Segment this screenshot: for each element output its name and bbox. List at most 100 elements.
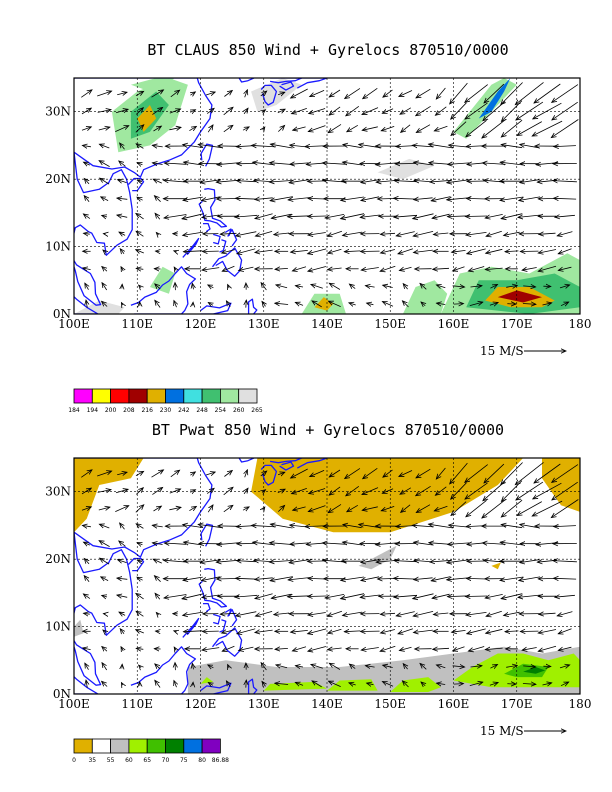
wind-vector — [429, 524, 454, 529]
x-tick-label: 110E — [121, 697, 153, 711]
wind-vector — [295, 682, 304, 685]
coastline-segment — [295, 458, 328, 469]
wind-vector — [115, 489, 128, 494]
wind-vector — [174, 647, 176, 650]
wind-vector — [554, 578, 577, 579]
wind-vector — [312, 681, 322, 688]
wind-vector — [434, 125, 448, 131]
wind-vector — [465, 596, 488, 597]
wind-vector — [466, 198, 487, 199]
wind-vector — [255, 630, 273, 632]
wind-vector — [398, 628, 414, 634]
wind-vector — [485, 594, 503, 598]
wind-vector — [308, 125, 326, 132]
wind-vector — [558, 647, 572, 650]
coastline-segment — [74, 675, 99, 694]
wind-vector — [432, 593, 450, 598]
wind-vector — [482, 498, 507, 518]
wind-vector — [430, 560, 452, 562]
wind-vector — [328, 628, 342, 633]
wind-vector — [205, 92, 215, 95]
wind-vector — [99, 144, 110, 149]
wind-vector — [278, 506, 284, 512]
wind-vector — [153, 126, 162, 132]
wind-vector — [98, 127, 110, 130]
wind-vector — [99, 541, 110, 547]
wind-vector — [226, 301, 230, 308]
wind-vector — [236, 611, 257, 616]
wind-vector — [242, 507, 249, 510]
wind-vector — [242, 127, 249, 130]
wind-vector — [309, 108, 326, 114]
wind-vector — [275, 303, 289, 304]
wind-vector — [103, 630, 106, 633]
wind-vector — [538, 578, 557, 579]
wind-vector — [552, 464, 579, 483]
wind-vector — [416, 504, 431, 513]
wind-vector — [174, 301, 177, 308]
wind-vector — [522, 268, 537, 271]
wind-vector — [341, 593, 365, 599]
wind-vector — [486, 248, 503, 253]
wind-vector — [154, 196, 161, 202]
wind-vector — [291, 88, 308, 98]
wind-vector — [346, 485, 360, 496]
wind-vector — [135, 471, 144, 477]
shaded-region — [523, 667, 546, 674]
wind-vector — [120, 143, 125, 150]
wind-vector — [292, 108, 307, 113]
wind-vector — [291, 468, 308, 478]
coastline-segment — [247, 298, 258, 314]
wind-vector — [153, 559, 162, 563]
wind-vector — [206, 488, 214, 494]
wind-vector — [519, 196, 541, 201]
wind-vector — [183, 576, 203, 580]
coastline-segment — [247, 678, 258, 694]
wind-vector — [293, 506, 306, 510]
coastline-segment — [295, 78, 328, 89]
wind-vector — [466, 119, 487, 137]
shaded-region — [130, 78, 176, 92]
wind-vector — [349, 664, 356, 669]
y-tick-label: 30N — [45, 105, 71, 119]
wind-vector — [470, 666, 483, 667]
wind-vector — [396, 231, 415, 236]
wind-vector — [466, 499, 487, 517]
wind-vector — [433, 268, 450, 269]
wind-vector — [343, 162, 363, 165]
wind-vector — [82, 525, 91, 526]
wind-vector — [519, 576, 541, 581]
wind-vector — [183, 251, 203, 252]
y-tick-label: 20N — [45, 552, 71, 566]
wind-vector — [156, 613, 158, 616]
wind-vector — [121, 647, 123, 651]
wind-vector — [137, 577, 143, 580]
legend-swatch — [183, 738, 203, 754]
wind-vector — [382, 682, 394, 687]
wind-vector — [295, 286, 304, 287]
wind-vector — [490, 285, 497, 289]
wind-vector — [97, 110, 111, 113]
wind-vector — [190, 472, 195, 475]
wind-vector — [344, 251, 361, 252]
wind-vector — [97, 471, 111, 477]
wind-vector — [153, 179, 162, 183]
wind-vector — [156, 233, 158, 236]
wind-vector — [534, 463, 561, 483]
wind-vector — [552, 84, 579, 103]
wind-vector — [182, 593, 204, 599]
wind-vector — [237, 181, 256, 182]
wind-vector — [226, 681, 230, 688]
wind-vector — [308, 646, 327, 652]
wind-vector — [246, 680, 247, 688]
y-tick-label: 0N — [53, 307, 71, 321]
wind-vector — [136, 524, 144, 529]
wind-vector — [288, 578, 311, 580]
coastline-segment — [238, 78, 256, 83]
wind-vector — [99, 524, 110, 529]
wind-vector — [206, 108, 214, 114]
wind-vector — [237, 561, 256, 562]
wind-vector — [416, 468, 431, 478]
shaded-region — [251, 458, 524, 533]
coastline-segment — [74, 458, 213, 558]
